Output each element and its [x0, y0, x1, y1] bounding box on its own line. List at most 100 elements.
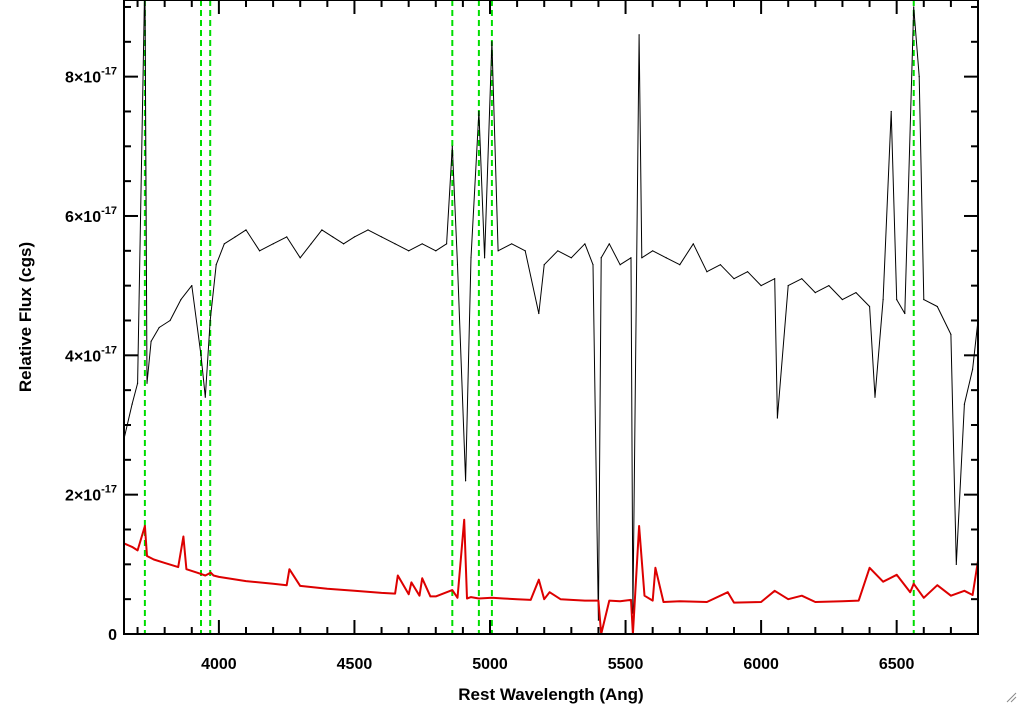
series-0-point: [746, 271, 749, 273]
series-1-point: [429, 595, 431, 597]
series-1-point: [559, 598, 562, 600]
series-1-point: [204, 574, 206, 577]
series-0-point: [497, 250, 499, 252]
plot-area: [124, 0, 978, 634]
y-tick-label: 0: [108, 627, 117, 644]
x-tick-label: 5500: [608, 656, 644, 673]
series-1-point: [299, 585, 301, 587]
series-0-point: [882, 298, 884, 301]
series-0-point: [321, 229, 323, 231]
series-1-point: [288, 568, 290, 570]
series-1-point: [654, 567, 656, 569]
series-1-point: [841, 600, 844, 602]
series-1-point: [177, 566, 179, 568]
series-0-point: [215, 264, 217, 266]
series-0-point: [310, 243, 312, 245]
series-1-point: [584, 599, 586, 602]
y-tick-label: 2×10-17: [65, 484, 117, 505]
series-1-point: [530, 599, 532, 601]
series-1-point: [971, 594, 974, 596]
series-1-point: [185, 568, 187, 570]
series-1-point: [608, 599, 610, 602]
series-0-point: [456, 264, 459, 266]
series-0-point: [971, 368, 974, 370]
series-1-point: [638, 525, 640, 527]
series-0-point: [828, 285, 830, 287]
series-1-point: [936, 584, 938, 586]
series-0-point: [272, 243, 274, 245]
series-0-point: [963, 403, 966, 405]
series-1-point: [470, 596, 472, 598]
series-0-point: [874, 396, 876, 398]
series-1-point: [630, 599, 632, 601]
series-1-point: [272, 583, 274, 585]
series-0-point: [652, 250, 654, 252]
series-0-point: [343, 243, 345, 245]
series-1-point: [923, 597, 925, 599]
series-1-point: [774, 590, 776, 592]
series-0-point: [896, 298, 898, 301]
series-0-point: [665, 257, 667, 259]
series-0-point: [814, 292, 816, 294]
resize-grip-icon[interactable]: [1005, 691, 1017, 703]
series-1-point: [643, 595, 646, 597]
series-1-point: [619, 600, 621, 602]
series-0-point: [209, 319, 211, 322]
series-0-point: [801, 278, 803, 280]
series-1-point: [516, 598, 518, 600]
series-0-point: [918, 76, 920, 78]
series-0-point: [200, 354, 202, 356]
series-1-point: [570, 599, 572, 601]
series-1-point: [597, 599, 600, 602]
series-0-point: [470, 257, 472, 259]
series-0-point: [719, 264, 722, 266]
series-0-point: [955, 563, 957, 565]
series-0-point: [787, 285, 789, 287]
series-1-point: [502, 597, 505, 600]
series-0-point: [223, 243, 225, 245]
series-0-point: [394, 243, 396, 245]
series-1-point: [760, 601, 762, 603]
series-1-point: [733, 602, 735, 604]
series-1-point: [950, 595, 952, 597]
series-1-point: [868, 567, 871, 569]
series-1-point: [164, 562, 166, 564]
series-0-point: [936, 305, 938, 308]
series-0-point: [131, 403, 133, 405]
series-0-point: [408, 250, 410, 252]
series-0-point: [380, 236, 383, 238]
series-1-point: [394, 592, 396, 595]
y-tick-label: 6×10-17: [65, 205, 117, 226]
series-1-point: [858, 599, 860, 602]
series-1-point: [963, 590, 966, 592]
series-0-point: [478, 110, 480, 113]
series-1-point: [466, 597, 468, 600]
series-0-point: [136, 382, 139, 384]
series-1-point: [491, 597, 493, 599]
series-1-point: [456, 597, 459, 599]
x-tick-label: 4000: [201, 656, 237, 673]
series-0-point: [570, 257, 572, 259]
series-1-point: [679, 600, 681, 602]
series-1-line: [124, 518, 978, 634]
series-0-point: [950, 333, 952, 336]
series-1-point: [538, 579, 540, 581]
series-0-point: [855, 292, 857, 294]
series-1-point: [136, 549, 139, 551]
y-tick-label: 4×10-17: [65, 344, 117, 365]
series-1-point: [408, 593, 410, 595]
series-0-point: [245, 229, 247, 231]
series-0-point: [841, 298, 844, 301]
series-0-point: [353, 236, 356, 238]
series-1-point: [131, 546, 133, 548]
series-0-point: [146, 382, 148, 384]
series-0-point: [600, 257, 602, 259]
series-0-point: [776, 417, 778, 419]
series-1-point: [410, 581, 412, 584]
series-0-point: [511, 243, 513, 245]
series-1-point: [146, 555, 148, 557]
series-0-point: [592, 264, 594, 266]
series-1-point: [196, 572, 198, 574]
